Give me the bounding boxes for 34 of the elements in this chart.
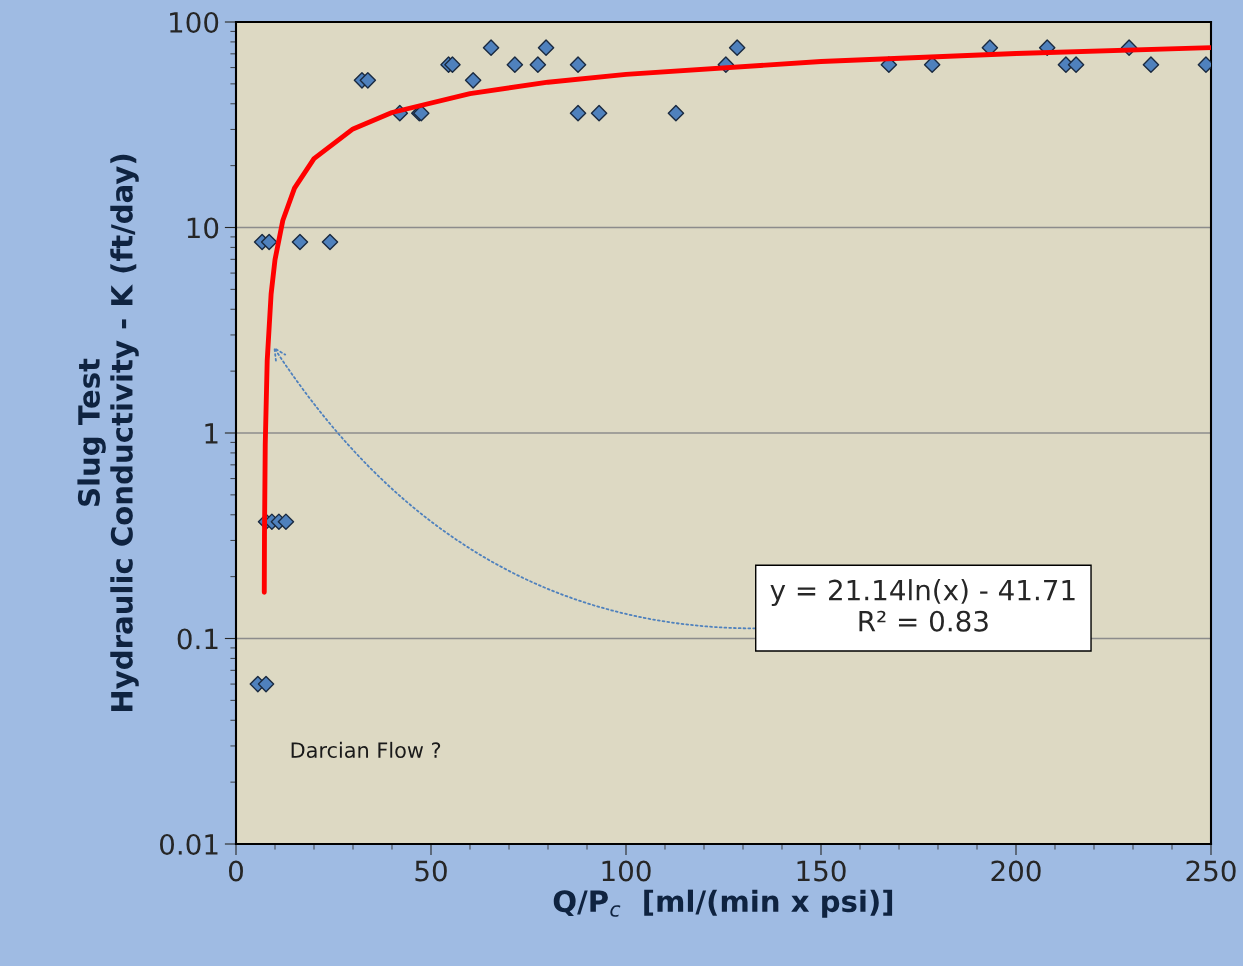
point	[590, 104, 608, 122]
point	[291, 233, 309, 251]
point	[1142, 56, 1160, 73]
x-tick-label: 0	[228, 860, 243, 882]
x-tick-label: 150	[797, 860, 846, 882]
y-tick-label: 10	[187, 217, 219, 239]
annotation: y = 21.14ln(x) - 41.71 R² = 0.83	[770, 579, 1075, 632]
point	[444, 56, 461, 73]
point	[537, 39, 555, 56]
annotation: Darcian Flow ?	[291, 741, 441, 758]
y-tick-label: 0.01	[160, 833, 218, 855]
point	[260, 233, 278, 251]
point	[569, 104, 587, 122]
x-tick-label: 50	[415, 860, 447, 882]
point	[359, 72, 377, 89]
x-axis-title: Q/P$_{c}$ [ml/(min x psi)]	[553, 889, 893, 918]
x-tick-label: 200	[991, 860, 1041, 882]
y-tick-label: 1	[205, 423, 218, 444]
point	[321, 233, 339, 251]
x-tick-label: 250	[1186, 860, 1236, 882]
point	[277, 513, 295, 531]
point	[506, 56, 524, 73]
point	[482, 39, 500, 56]
y-axis-title: Slug Test Hydraulic Conductivity - K (ft/day)	[77, 154, 139, 712]
point	[569, 56, 587, 73]
x-tick-label: 100	[602, 860, 651, 882]
y-tick-label: 100	[170, 11, 219, 33]
point	[464, 72, 482, 89]
point	[257, 675, 275, 693]
point	[1067, 56, 1085, 73]
point	[728, 39, 746, 56]
y-tick-label: 0.1	[177, 628, 218, 650]
point	[667, 104, 685, 122]
point	[529, 56, 547, 73]
